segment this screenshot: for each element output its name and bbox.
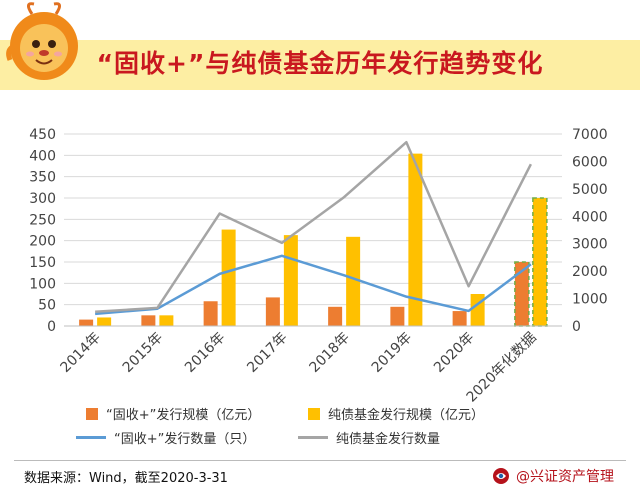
y-left-tick-label: 400 [29, 148, 56, 164]
bar-fixed-income-plus-scale [79, 319, 94, 326]
brand-name: @兴证资产管理 [516, 469, 614, 485]
brand-logo-icon [493, 468, 509, 484]
bar-pure-bond-scale [470, 294, 485, 326]
bar-fixed-income-plus-scale [265, 297, 280, 326]
bar-pure-bond-scale [408, 153, 423, 326]
bar-pure-bond-scale [532, 198, 547, 326]
footer-divider [14, 460, 626, 461]
y-right-tick-label: 2000 [572, 264, 608, 280]
y-left-tick-label: 300 [29, 191, 56, 207]
x-tick-label: 2019年 [369, 330, 415, 376]
legend-label-series-0: “固收+”发行规模（亿元） [106, 408, 261, 423]
x-tick-label: 2014年 [58, 330, 104, 376]
x-tick-label: 2020年 [431, 330, 477, 376]
y-left-tick-label: 50 [38, 298, 56, 314]
brand: @兴证资产管理 [492, 466, 614, 486]
bar-pure-bond-scale [97, 317, 112, 326]
y-left-tick-label: 250 [29, 212, 56, 228]
page-title: “固收+”与纯债基金历年发行趋势变化 [96, 49, 544, 78]
legend-item-series-2: “固收+”发行数量（只） [76, 428, 255, 447]
legend-item-series-3: 纯债基金发行数量 [298, 428, 440, 447]
y-right-tick-label: 0 [572, 319, 581, 335]
y-left-tick-label: 200 [29, 234, 56, 250]
bar-pure-bond-scale [346, 236, 361, 326]
title-band [0, 40, 640, 90]
bar-fixed-income-plus-scale [203, 301, 218, 326]
y-left-tick-label: 0 [47, 319, 56, 335]
y-right-tick-label: 5000 [572, 182, 608, 198]
line-pure-bond-count [95, 140, 532, 313]
lion-mascot-icon [6, 2, 78, 80]
x-tick-label: 2017年 [244, 330, 290, 376]
x-tick-label: 2016年 [182, 330, 228, 376]
bar-pure-bond-scale [221, 229, 236, 326]
legend-item-series-1: 纯债基金发行规模（亿元） [308, 404, 484, 423]
bar-fixed-income-plus-scale [514, 262, 529, 326]
bar-fixed-income-plus-scale [452, 311, 467, 326]
y-left-tick-label: 450 [29, 127, 56, 143]
chart: 0 50 100 150 200 250 300 350 400 450 0 1000 2000 3000… [29, 127, 608, 406]
y-right-tick-label: 6000 [572, 154, 608, 170]
bar-fixed-income-plus-scale [328, 306, 343, 326]
y-left-tick-label: 100 [29, 276, 56, 292]
legend-swatch-series-1 [308, 407, 320, 420]
legend-label-series-3: 纯债基金发行数量 [336, 432, 441, 447]
header: “固收+”与纯债基金历年发行趋势变化 [0, 0, 640, 92]
x-tick-label: 2015年 [120, 330, 166, 376]
y-right-tick-label: 7000 [572, 127, 608, 143]
x-tick-label: 2018年 [307, 330, 353, 376]
line-fixed-income-plus-count [95, 254, 532, 316]
y-right-tick-label: 4000 [572, 209, 608, 225]
legend-swatch-series-2 [76, 436, 106, 439]
y-right-tick-label: 1000 [572, 292, 608, 308]
bar-fixed-income-plus-scale [390, 306, 405, 326]
legend-item-series-0: “固收+”发行规模（亿元） [86, 404, 260, 423]
data-source: 数据来源：Wind，截至2020-3-31 [24, 471, 228, 486]
bar-pure-bond-scale [159, 315, 174, 326]
y-left-tick-label: 350 [29, 170, 56, 186]
y-left-tick-label: 150 [29, 255, 56, 271]
legend-label-series-2: “固收+”发行数量（只） [114, 432, 256, 447]
bar-fixed-income-plus-scale [141, 315, 156, 326]
legend-swatch-series-3 [298, 436, 328, 439]
legend-swatch-series-0 [86, 407, 98, 420]
legend-label-series-1: 纯债基金发行规模（亿元） [328, 408, 485, 423]
bar-pure-bond-scale [283, 235, 298, 326]
y-right-tick-label: 3000 [572, 237, 608, 253]
